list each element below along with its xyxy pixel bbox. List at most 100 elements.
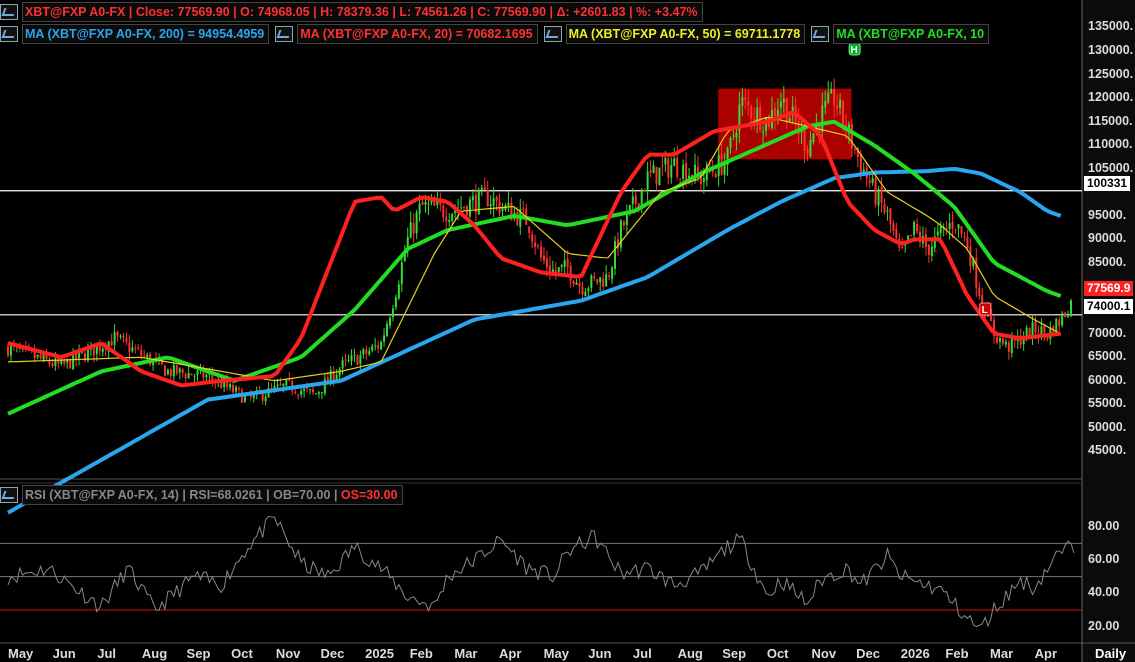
candle-body xyxy=(386,324,389,336)
candle-body xyxy=(528,226,531,234)
y-tick-label: 45000. xyxy=(1088,443,1127,458)
candle-body xyxy=(229,384,232,388)
y-tick-label: 85000. xyxy=(1088,254,1127,269)
ma200-legend[interactable]: MA (XBT@FXP A0-FX, 200) = 94954.4959 xyxy=(22,24,270,44)
candle-body xyxy=(1070,300,1073,317)
candle-body xyxy=(474,194,477,213)
candle-body xyxy=(430,200,433,203)
candle-body xyxy=(714,174,717,178)
candle-body xyxy=(421,201,424,205)
candle-body xyxy=(643,189,646,192)
candle-body xyxy=(916,224,919,232)
candle-body xyxy=(335,375,338,381)
candle-body xyxy=(273,386,276,390)
candle-body xyxy=(853,149,856,151)
candle-body xyxy=(226,380,229,387)
candle-body xyxy=(806,149,809,155)
candle-body xyxy=(92,344,95,356)
candle-body xyxy=(842,100,845,125)
candle-body xyxy=(850,124,853,149)
candle-body xyxy=(542,255,545,261)
candle-body xyxy=(181,369,184,373)
candle-body xyxy=(664,157,667,165)
candle-body xyxy=(839,99,842,109)
candle-body xyxy=(907,235,910,243)
candle-body xyxy=(223,379,226,388)
candle-body xyxy=(303,388,306,391)
candle-body xyxy=(196,370,199,375)
candle-body xyxy=(563,260,566,267)
candle-body xyxy=(824,100,827,108)
y-tick-label: 135000. xyxy=(1088,19,1134,34)
candle-body xyxy=(602,278,605,287)
candle-body xyxy=(249,394,252,397)
candle-body xyxy=(954,229,957,231)
candle-body xyxy=(830,88,833,94)
candle-body xyxy=(264,396,267,402)
quote-chip: XBT@FXP A0-FX | Close: 77569.90 | O: 749… xyxy=(22,2,703,22)
candle-body xyxy=(374,345,377,347)
candle-body xyxy=(359,355,362,365)
x-tick-label: Mar xyxy=(454,646,478,661)
ma100-legend[interactable]: MA (XBT@FXP A0-FX, 10 xyxy=(833,24,990,44)
ma-legend: MA (XBT@FXP A0-FX, 200) = 94954.4959 MA … xyxy=(0,24,990,44)
candle-body xyxy=(394,297,397,308)
chart-icon[interactable] xyxy=(0,4,18,20)
x-tick-label: Jun xyxy=(52,646,76,661)
high-value: H: 78379.36 xyxy=(320,5,389,19)
candle-body xyxy=(332,371,335,382)
rsi-value: RSI=68.0261 xyxy=(189,488,263,502)
rsi-legend: RSI (XBT@FXP A0-FX, 14) | RSI=68.0261 | … xyxy=(0,485,403,505)
chart-icon[interactable] xyxy=(0,26,18,42)
candle-body xyxy=(356,355,359,365)
candle-body xyxy=(326,377,329,383)
y-tick-label: 55000. xyxy=(1088,396,1127,411)
candle-body xyxy=(42,354,45,360)
ma50-legend[interactable]: MA (XBT@FXP A0-FX, 50) = 69711.1778 xyxy=(565,24,806,44)
low-value: L: 74561.26 xyxy=(399,5,467,19)
candle-body xyxy=(726,147,729,166)
candle-body xyxy=(45,352,48,359)
rsi-os: OS=30.00 xyxy=(340,488,398,502)
candle-body xyxy=(1067,315,1070,317)
chart-icon[interactable] xyxy=(275,26,294,42)
candle-body xyxy=(427,203,430,205)
candle-body xyxy=(418,203,421,214)
candle-body xyxy=(939,226,942,234)
candle-body xyxy=(495,197,498,201)
candle-body xyxy=(232,384,235,393)
chart-icon[interactable] xyxy=(811,26,830,42)
candle-body xyxy=(190,373,193,376)
candle-body xyxy=(54,358,57,367)
candle-body xyxy=(679,178,682,180)
ma20-legend[interactable]: MA (XBT@FXP A0-FX, 20) = 70682.1695 xyxy=(297,24,538,44)
ma20-line xyxy=(7,110,1061,388)
candle-body xyxy=(329,370,332,383)
candle-body xyxy=(320,392,323,394)
candle-body xyxy=(51,363,54,367)
candle-body xyxy=(596,279,599,283)
candle-body xyxy=(60,360,63,364)
candle-body xyxy=(1031,321,1034,338)
candle-body xyxy=(551,269,554,273)
chart-icon[interactable] xyxy=(543,26,562,42)
candle-body xyxy=(1064,312,1067,317)
candle-body xyxy=(747,101,750,106)
rsi-chip[interactable]: RSI (XBT@FXP A0-FX, 14) | RSI=68.0261 | … xyxy=(22,485,403,505)
candle-body xyxy=(874,178,877,205)
candle-body xyxy=(560,264,563,267)
candle-body xyxy=(785,98,788,123)
candle-body xyxy=(753,118,756,121)
y-tick-label: 110000. xyxy=(1088,137,1133,152)
interval-label[interactable]: Daily xyxy=(1095,646,1127,661)
y-tick-label: 95000. xyxy=(1088,207,1127,222)
chart-icon[interactable] xyxy=(0,487,18,503)
ma20-label: MA (XBT@FXP A0-FX, 20) = 70682.1695 xyxy=(300,27,533,41)
x-tick-label: Nov xyxy=(811,646,837,661)
candle-body xyxy=(699,173,702,185)
candle-body xyxy=(744,97,747,100)
candle-body xyxy=(1043,325,1046,333)
candle-body xyxy=(409,222,412,238)
candle-body xyxy=(676,157,679,178)
